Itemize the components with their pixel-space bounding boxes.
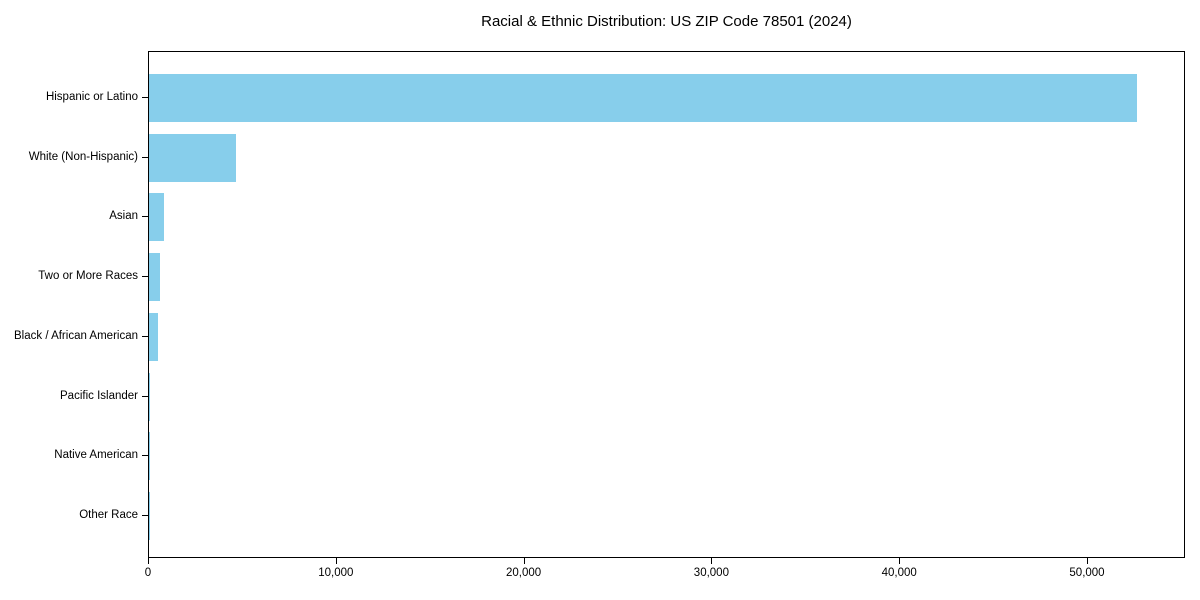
x-tick-label: 40,000: [881, 567, 917, 579]
x-tick-label: 10,000: [318, 567, 354, 579]
y-tick-label: Pacific Islander: [60, 389, 138, 402]
x-tick-mark: [899, 558, 901, 564]
x-tick-label: 30,000: [693, 567, 729, 579]
bar-hispanic-or-latino: [149, 74, 1137, 122]
bar-black-african-american: [149, 312, 158, 361]
bar-native-american: [149, 432, 150, 481]
x-tick-mark: [711, 558, 713, 564]
plot-area: [148, 51, 1185, 558]
y-tick-mark: [142, 156, 148, 158]
y-tick-mark: [142, 395, 148, 397]
y-tick-mark: [142, 216, 148, 218]
bar-asian: [149, 193, 165, 242]
y-tick-label: Black / African American: [14, 329, 138, 342]
y-tick-mark: [142, 455, 148, 457]
y-tick-label: White (Non-Hispanic): [28, 150, 138, 163]
x-tick-mark: [1087, 558, 1088, 564]
y-tick-label: Two or More Races: [38, 270, 138, 283]
x-tick-mark: [523, 558, 525, 564]
y-tick-label: Native American: [54, 449, 138, 462]
bar-two-or-more-races: [149, 253, 160, 302]
y-tick-mark: [142, 276, 148, 278]
x-tick-mark: [335, 558, 337, 564]
x-tick-mark: [148, 558, 149, 564]
y-tick-label: Hispanic or Latino: [45, 91, 138, 103]
bar-white-non-hispanic: [149, 133, 237, 182]
y-tick-mark: [142, 335, 148, 337]
bar-pacific-islander: [149, 372, 150, 421]
y-tick-mark: [142, 97, 148, 98]
y-tick-label: Asian: [109, 210, 138, 223]
x-tick-label: 50,000: [1069, 567, 1105, 579]
y-tick-mark: [142, 514, 148, 516]
chart-title: Racial & Ethnic Distribution: US ZIP Cod…: [481, 13, 852, 30]
x-tick-label: 20,000: [506, 567, 542, 579]
y-tick-label: Other Race: [79, 508, 138, 521]
x-tick-label: 0: [144, 567, 152, 579]
